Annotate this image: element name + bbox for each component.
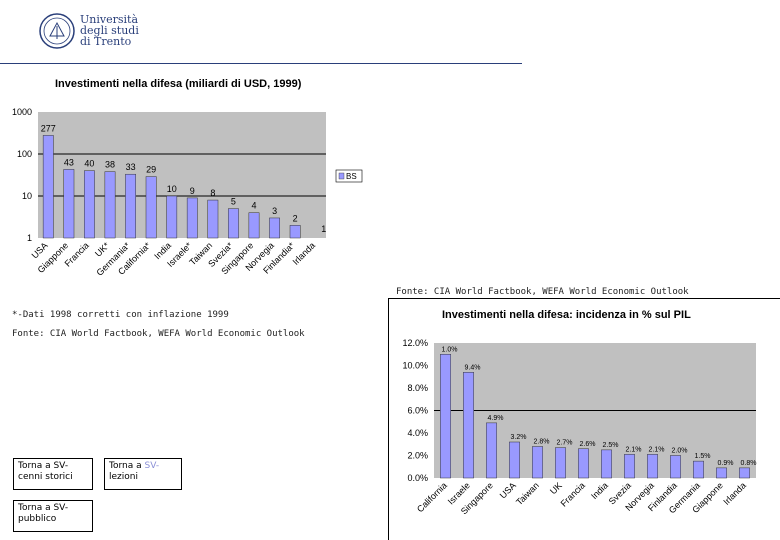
data-label: 29 bbox=[146, 165, 156, 175]
data-label: 2.5% bbox=[603, 442, 619, 449]
bar bbox=[693, 460, 704, 479]
data-label: 2.7% bbox=[557, 440, 573, 447]
nav-sv-lezioni-button[interactable]: Torna a SV- lezioni bbox=[104, 458, 182, 490]
bar bbox=[125, 173, 136, 239]
bar bbox=[647, 454, 658, 479]
data-label: 2.0% bbox=[672, 448, 688, 455]
bar bbox=[63, 169, 75, 239]
legend-label: BS bbox=[346, 172, 357, 181]
y-tick-label: 2.0% bbox=[407, 451, 428, 461]
x-tick-label: California bbox=[415, 480, 449, 514]
bar bbox=[555, 447, 566, 479]
nav-sv-lezioni-suffix: lezioni bbox=[109, 472, 138, 482]
legend-swatch bbox=[338, 172, 345, 180]
data-label: 1.5% bbox=[695, 453, 711, 460]
y-tick-label: 100 bbox=[17, 149, 32, 159]
bar bbox=[269, 217, 280, 239]
bar bbox=[207, 199, 219, 239]
university-logo: Università degli studi di Trento bbox=[38, 12, 198, 52]
footnote: *-Dati 1998 corretti con inflazione 1999 bbox=[12, 310, 229, 320]
nav-sv-lezioni-prefix: Torna a bbox=[109, 461, 145, 471]
y-tick-label: 8.0% bbox=[407, 383, 428, 393]
bar bbox=[166, 195, 178, 239]
bar bbox=[289, 225, 301, 239]
bar bbox=[739, 467, 750, 479]
nav-sv-pubblico-label: Torna a SV-pubblico bbox=[18, 503, 69, 524]
bar bbox=[186, 197, 198, 239]
nav-sv-cenni-button[interactable]: Torna a SV-cenni storici bbox=[13, 458, 93, 490]
x-tick-label: Taiwan bbox=[514, 480, 541, 507]
bar bbox=[624, 454, 635, 479]
y-tick-label: 1 bbox=[27, 233, 32, 243]
nav-sv-lezioni-link[interactable]: SV- bbox=[144, 461, 160, 471]
y-tick-label: 0.0% bbox=[407, 473, 428, 483]
x-tick-label: Irlanda bbox=[291, 240, 318, 267]
nav-sv-pubblico-button[interactable]: Torna a SV-pubblico bbox=[13, 500, 93, 532]
bar bbox=[532, 446, 543, 479]
data-label: 2 bbox=[293, 213, 298, 223]
data-label: 40 bbox=[84, 159, 94, 169]
bar bbox=[578, 448, 589, 479]
bar bbox=[145, 176, 157, 239]
data-label: 277 bbox=[41, 123, 56, 133]
chart2-svg: 0.0% 2.0% 4.0% 6.0% 8.0% 10.0% 12.0% 1.0% Califo… bbox=[402, 338, 757, 516]
data-label: 38 bbox=[105, 160, 115, 170]
x-tick-label: UK bbox=[548, 480, 564, 496]
y-tick-label: 1000 bbox=[12, 107, 32, 117]
y-tick-label: 6.0% bbox=[407, 406, 428, 416]
data-label: 33 bbox=[126, 162, 136, 172]
university-name-line: di Trento bbox=[80, 35, 132, 48]
data-label: 2.1% bbox=[649, 446, 665, 453]
chart2-title: Investimenti nella difesa: incidenza in … bbox=[442, 309, 691, 321]
chart1-svg: 1101001000277USA43Giappone40Francia38UK*… bbox=[12, 107, 363, 278]
data-label: 3 bbox=[272, 206, 277, 216]
data-label: 5 bbox=[231, 197, 236, 207]
source-note-left: Fonte: CIA World Factbook, WEFA World Ec… bbox=[12, 329, 305, 339]
y-tick-label: 10 bbox=[22, 191, 32, 201]
data-label: 3.2% bbox=[511, 434, 527, 441]
x-tick-label: USA bbox=[498, 480, 518, 500]
data-label: 4 bbox=[251, 201, 256, 211]
bar bbox=[716, 467, 727, 479]
y-tick-label: 12.0% bbox=[402, 338, 428, 348]
plot-area bbox=[38, 112, 326, 238]
bar bbox=[440, 354, 451, 479]
university-name-line: Università bbox=[80, 13, 138, 26]
header-rule bbox=[0, 63, 522, 64]
university-seal-icon bbox=[39, 13, 75, 49]
data-label: 2.8% bbox=[534, 439, 550, 446]
data-label: 1.0% bbox=[442, 346, 458, 353]
data-label: 2.1% bbox=[626, 446, 642, 453]
bar bbox=[104, 171, 116, 239]
data-label: 4.9% bbox=[488, 415, 504, 422]
data-label: 2.6% bbox=[580, 441, 596, 448]
nav-sv-cenni-label: Torna a SV-cenni storici bbox=[18, 461, 73, 482]
bar bbox=[601, 449, 612, 479]
bar bbox=[248, 212, 260, 239]
data-label: 10 bbox=[167, 184, 177, 194]
bar bbox=[84, 170, 95, 239]
bar bbox=[463, 372, 474, 479]
data-label: 0.9% bbox=[718, 460, 734, 467]
y-tick-label: 10.0% bbox=[402, 361, 428, 371]
data-label: 1 bbox=[321, 224, 326, 234]
chart1-title: Investimenti nella difesa (miliardi di U… bbox=[55, 78, 302, 90]
bar bbox=[486, 422, 497, 479]
x-tick-label: Francia bbox=[559, 480, 587, 508]
university-name: Università degli studi di Trento bbox=[80, 14, 139, 47]
chart2-panel bbox=[388, 298, 780, 540]
data-label: 8 bbox=[210, 188, 215, 198]
bar bbox=[228, 208, 239, 239]
bar bbox=[509, 441, 520, 479]
data-label: 9 bbox=[190, 186, 195, 196]
source-note-top: Fonte: CIA World Factbook, WEFA World Ec… bbox=[396, 287, 689, 297]
bar bbox=[670, 455, 681, 479]
y-tick-label: 4.0% bbox=[407, 428, 428, 438]
data-label: 9.4% bbox=[465, 364, 481, 371]
university-name-line: degli studi bbox=[80, 24, 139, 37]
data-label: 43 bbox=[64, 157, 74, 167]
x-tick-label: Irlanda bbox=[721, 480, 748, 507]
bar bbox=[42, 135, 54, 239]
data-label: 0.8% bbox=[741, 460, 757, 467]
